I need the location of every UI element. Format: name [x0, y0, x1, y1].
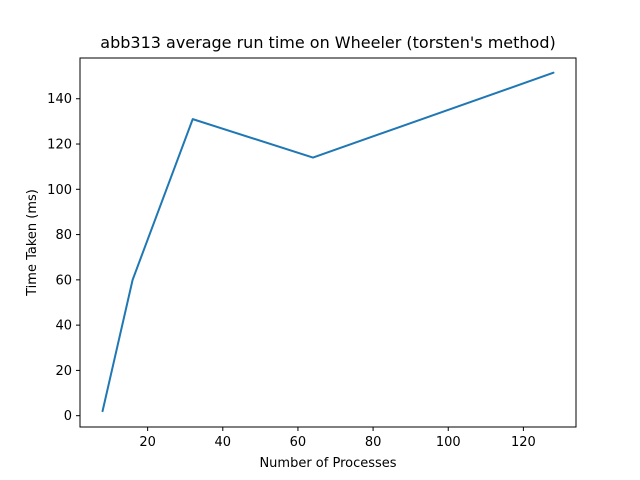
- x-axis: 20 40 60 80 100 120: [139, 427, 536, 450]
- x-tick-label: 60: [290, 435, 307, 450]
- y-axis-label: Time Taken (ms): [25, 189, 40, 297]
- y-tick-label: 0: [64, 409, 72, 424]
- x-tick-label: 80: [365, 435, 382, 450]
- axes-frame: [79, 57, 577, 428]
- plot-area: [101, 71, 555, 413]
- y-tick-label: 20: [55, 364, 72, 379]
- y-tick-label: 80: [55, 228, 72, 243]
- x-tick-label: 120: [511, 435, 536, 450]
- y-tick-label: 100: [47, 183, 72, 198]
- chart-title: abb313 average run time on Wheeler (tors…: [100, 33, 555, 52]
- x-tick-label: 20: [139, 435, 156, 450]
- y-tick-label: 120: [47, 138, 72, 153]
- y-tick-label: 60: [55, 273, 72, 288]
- series-line: [101, 71, 555, 413]
- x-axis-label: Number of Processes: [259, 456, 396, 471]
- x-tick-label: 40: [215, 435, 232, 450]
- y-tick-label: 140: [47, 92, 72, 107]
- x-tick-label: 100: [436, 435, 461, 450]
- y-tick-label: 40: [55, 319, 72, 334]
- y-axis: 0 20 40 60 80 100 120 140: [47, 92, 80, 424]
